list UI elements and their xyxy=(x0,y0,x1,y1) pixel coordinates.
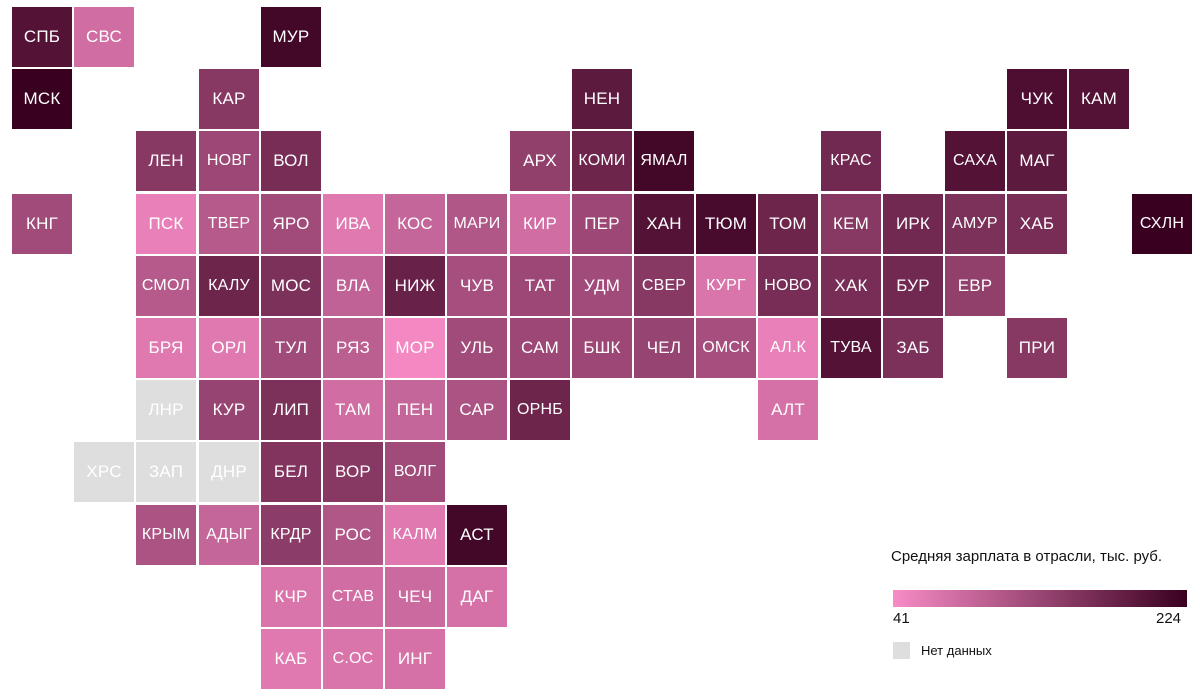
region-tile[interactable]: ЧЕЧ xyxy=(385,567,445,627)
region-tile[interactable]: ПЕР xyxy=(572,194,632,254)
region-tile[interactable]: ИРК xyxy=(883,194,943,254)
region-tile[interactable]: КУР xyxy=(199,380,259,440)
region-tile[interactable]: КЧР xyxy=(261,567,321,627)
region-tile[interactable]: КНГ xyxy=(12,194,72,254)
region-tile[interactable]: ЗАБ xyxy=(883,318,943,378)
region-tile[interactable]: ПСК xyxy=(136,194,196,254)
region-tile[interactable]: БШК xyxy=(572,318,632,378)
region-tile[interactable]: АМУР xyxy=(945,194,1005,254)
region-tile[interactable]: КИР xyxy=(510,194,570,254)
region-tile[interactable]: НОВО xyxy=(758,256,818,316)
region-tile[interactable]: АДЫГ xyxy=(199,505,259,565)
region-tile[interactable]: ВЛА xyxy=(323,256,383,316)
region-tile[interactable]: МСК xyxy=(12,69,72,129)
region-tile[interactable]: АСТ xyxy=(447,505,507,565)
region-tile[interactable]: СПБ xyxy=(12,7,72,67)
region-tile[interactable]: АРХ xyxy=(510,131,570,191)
region-tile[interactable]: ТОМ xyxy=(758,194,818,254)
region-tile[interactable]: КОМИ xyxy=(572,131,632,191)
legend-max-label: 224 xyxy=(1156,610,1182,627)
region-tile[interactable]: ЧЕЛ xyxy=(634,318,694,378)
region-tile[interactable]: ХАН xyxy=(634,194,694,254)
region-tile[interactable]: ПЕН xyxy=(385,380,445,440)
region-tile[interactable]: ХАБ xyxy=(1007,194,1067,254)
region-tile[interactable]: КРДР xyxy=(261,505,321,565)
region-tile[interactable]: ВОЛ xyxy=(261,131,321,191)
region-tile[interactable]: ЯМАЛ xyxy=(634,131,694,191)
region-tile[interactable]: КАР xyxy=(199,69,259,129)
region-tile[interactable]: РЯЗ xyxy=(323,318,383,378)
region-tile[interactable]: РОС xyxy=(323,505,383,565)
region-tile[interactable]: СХЛН xyxy=(1132,194,1192,254)
region-tile[interactable]: ХРС xyxy=(74,442,134,502)
region-tile[interactable]: ПРИ xyxy=(1007,318,1067,378)
region-tile[interactable]: КУРГ xyxy=(696,256,756,316)
region-tile[interactable]: ОРНБ xyxy=(510,380,570,440)
region-tile[interactable]: С.ОС xyxy=(323,629,383,689)
region-tile[interactable]: НЕН xyxy=(572,69,632,129)
region-tile[interactable]: НОВГ xyxy=(199,131,259,191)
legend-min-label: 41 xyxy=(893,610,910,627)
region-tile[interactable]: СВЕР xyxy=(634,256,694,316)
region-tile[interactable]: ЧУВ xyxy=(447,256,507,316)
region-tile[interactable]: ОРЛ xyxy=(199,318,259,378)
legend-nodata-swatch xyxy=(893,642,910,659)
region-tile[interactable]: ЯРО xyxy=(261,194,321,254)
legend-gradient-bar xyxy=(893,590,1187,607)
region-tile[interactable]: ТАМ xyxy=(323,380,383,440)
region-tile[interactable]: МОР xyxy=(385,318,445,378)
region-tile[interactable]: САХА xyxy=(945,131,1005,191)
region-tile[interactable]: САР xyxy=(447,380,507,440)
region-tile[interactable]: ЗАП xyxy=(136,442,196,502)
region-tile[interactable]: ЧУК xyxy=(1007,69,1067,129)
region-tile[interactable]: ИВА xyxy=(323,194,383,254)
region-tile[interactable]: ЛИП xyxy=(261,380,321,440)
region-tile[interactable]: УДМ xyxy=(572,256,632,316)
region-tile[interactable]: БУР xyxy=(883,256,943,316)
region-tile[interactable]: ТАТ xyxy=(510,256,570,316)
region-tile[interactable]: КРАС xyxy=(821,131,881,191)
region-tile[interactable]: МОС xyxy=(261,256,321,316)
region-tile[interactable]: КЕМ xyxy=(821,194,881,254)
region-tile[interactable]: ВОР xyxy=(323,442,383,502)
region-tile[interactable]: САМ xyxy=(510,318,570,378)
region-tile[interactable]: ДАГ xyxy=(447,567,507,627)
region-tile[interactable]: КРЫМ xyxy=(136,505,196,565)
region-tile[interactable]: СМОЛ xyxy=(136,256,196,316)
region-tile[interactable]: АЛ.К xyxy=(758,318,818,378)
region-tile[interactable]: МАГ xyxy=(1007,131,1067,191)
region-tile[interactable]: СВС xyxy=(74,7,134,67)
region-tile[interactable]: БРЯ xyxy=(136,318,196,378)
legend-title: Средняя зарплата в отрасли, тыс. руб. xyxy=(891,548,1163,565)
region-tile[interactable]: МУР xyxy=(261,7,321,67)
region-tile[interactable]: ОМСК xyxy=(696,318,756,378)
region-tile[interactable]: КОС xyxy=(385,194,445,254)
region-tile[interactable]: ТВЕР xyxy=(199,194,259,254)
region-tile[interactable]: ТУЛ xyxy=(261,318,321,378)
region-tile[interactable]: МАРИ xyxy=(447,194,507,254)
region-tile[interactable]: УЛЬ xyxy=(447,318,507,378)
region-tile[interactable]: ЛНР xyxy=(136,380,196,440)
region-tile[interactable]: БЕЛ xyxy=(261,442,321,502)
region-tile[interactable]: АЛТ xyxy=(758,380,818,440)
region-tile[interactable]: ДНР xyxy=(199,442,259,502)
region-tile[interactable]: КАБ xyxy=(261,629,321,689)
region-tile[interactable]: КАМ xyxy=(1069,69,1129,129)
region-tile[interactable]: ТЮМ xyxy=(696,194,756,254)
region-tile[interactable]: СТАВ xyxy=(323,567,383,627)
region-tile[interactable]: ИНГ xyxy=(385,629,445,689)
region-tile[interactable]: КАЛУ xyxy=(199,256,259,316)
region-tile[interactable]: КАЛМ xyxy=(385,505,445,565)
region-tile[interactable]: ХАК xyxy=(821,256,881,316)
region-tile[interactable]: ТУВА xyxy=(821,318,881,378)
legend-nodata-label: Нет данных xyxy=(921,643,992,658)
region-tile[interactable]: ЛЕН xyxy=(136,131,196,191)
region-tile[interactable]: ВОЛГ xyxy=(385,442,445,502)
region-tile[interactable]: ЕВР xyxy=(945,256,1005,316)
region-tile[interactable]: НИЖ xyxy=(385,256,445,316)
